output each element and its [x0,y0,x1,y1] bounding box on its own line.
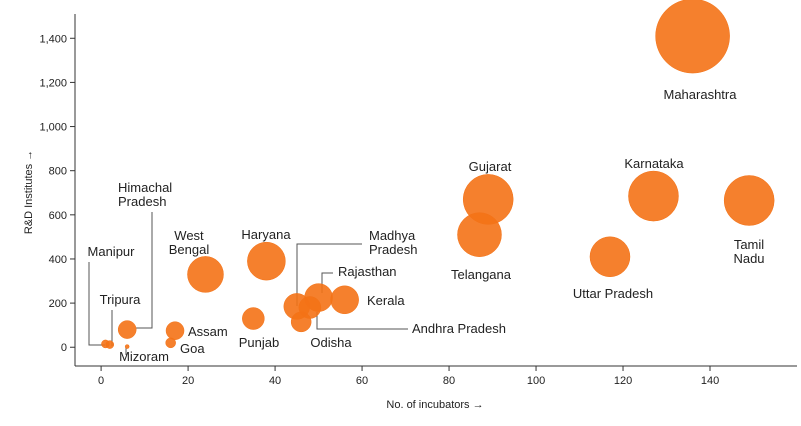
label-line: Haryana [241,227,291,242]
label-line: Tamil [734,237,764,252]
label-line: West [174,228,204,243]
label-punjab: Punjab [239,335,279,350]
label-line: Punjab [239,335,279,350]
label-odisha: Odisha [310,335,352,350]
label-line: Assam [188,324,228,339]
label-haryana: Haryana [241,227,291,242]
label-line: Maharashtra [664,87,738,102]
bubble-kerala [330,285,359,315]
axes: 0 20 40 60 80 100 120 140 0 200 400 600 800 1,000 1,2… [23,14,797,411]
label-andhra-pradesh: Andhra Pradesh [412,321,506,336]
y-axis-title: R&D Institutes → [23,150,35,234]
leader-line-madhya-pradesh [296,243,362,306]
label-line: Andhra Pradesh [412,321,506,336]
label-tamil-nadu: Tamil Nadu [733,237,764,266]
label-line: Madhya [369,228,416,243]
label-line: Telangana [451,267,512,282]
y-tick-label: 1,200 [39,77,67,89]
label-kerala: Kerala [367,293,405,308]
y-tick-label: 800 [49,166,67,178]
bubble-himachal-pradesh [117,320,137,339]
bubble-haryana [247,241,286,281]
y-tick-label: 400 [49,254,67,266]
label-line: Pradesh [369,242,417,257]
label-telangana: Telangana [451,267,512,282]
bubbles [101,0,775,349]
label-line: Rajasthan [338,264,397,279]
leader-lines [88,212,408,355]
leader-line-andhra-pradesh [316,312,408,330]
bubble-punjab [242,307,265,330]
x-tick-label: 120 [614,375,632,387]
bubble-assam [165,321,185,340]
label-line: Pradesh [118,194,166,209]
y-tick-label: 0 [61,342,67,354]
label-west-bengal: West Bengal [169,228,210,257]
y-tick-label: 1,000 [39,122,67,134]
bubble-odisha [290,311,312,333]
x-axis-title: No. of incubators → [386,399,483,411]
bubble-goa [165,337,176,349]
label-tripura: Tripura [100,292,141,307]
label-rajasthan: Rajasthan [338,264,397,279]
label-line: Odisha [310,335,352,350]
label-line: Tripura [100,292,141,307]
point-labels: Maharashtra Gujarat Telangana Karnataka Tami… [88,87,765,364]
label-manipur: Manipur [88,244,136,259]
label-mizoram: Mizoram [119,349,169,364]
label-line: Goa [180,341,205,356]
y-ticks: 0 200 400 600 800 1,000 1,200 1,400 [39,33,75,354]
label-line: Nadu [733,251,764,266]
x-tick-label: 100 [527,375,545,387]
label-madhya-pradesh: Madhya Pradesh [369,228,417,257]
label-line: Himachal [118,180,172,195]
x-tick-label: 60 [356,375,368,387]
label-line: Manipur [88,244,136,259]
label-gujarat: Gujarat [469,159,512,174]
label-line: Mizoram [119,349,169,364]
x-tick-label: 40 [269,375,281,387]
label-line: Karnataka [624,156,684,171]
y-tick-label: 200 [49,298,67,310]
label-line: Gujarat [469,159,512,174]
label-uttar-pradesh: Uttar Pradesh [573,286,653,301]
leader-line-himachal-pradesh [136,212,153,329]
label-goa: Goa [180,341,205,356]
label-line: Bengal [169,242,210,257]
y-tick-label: 1,400 [39,33,67,45]
label-line: Uttar Pradesh [573,286,653,301]
bubble-mizoram [124,344,130,349]
bubble-west-bengal [187,256,224,293]
x-tick-label: 140 [701,375,719,387]
label-line: Kerala [367,293,405,308]
label-maharashtra: Maharashtra [664,87,738,102]
label-karnataka: Karnataka [624,156,684,171]
bubble-uttar-pradesh [589,236,631,278]
bubble-maharashtra [655,0,730,74]
bubble-tripura [105,340,115,349]
leader-line-manipur [88,262,105,346]
x-tick-label: 20 [182,375,194,387]
x-ticks: 0 20 40 60 80 100 120 140 [98,366,719,387]
bubble-tamil-nadu [723,175,775,226]
bubble-karnataka [628,170,679,222]
x-tick-label: 80 [443,375,455,387]
label-himachal-pradesh: Himachal Pradesh [118,180,172,209]
label-assam: Assam [188,324,228,339]
y-tick-label: 600 [49,210,67,222]
x-tick-label: 0 [98,375,104,387]
bubble-telangana [457,212,502,257]
